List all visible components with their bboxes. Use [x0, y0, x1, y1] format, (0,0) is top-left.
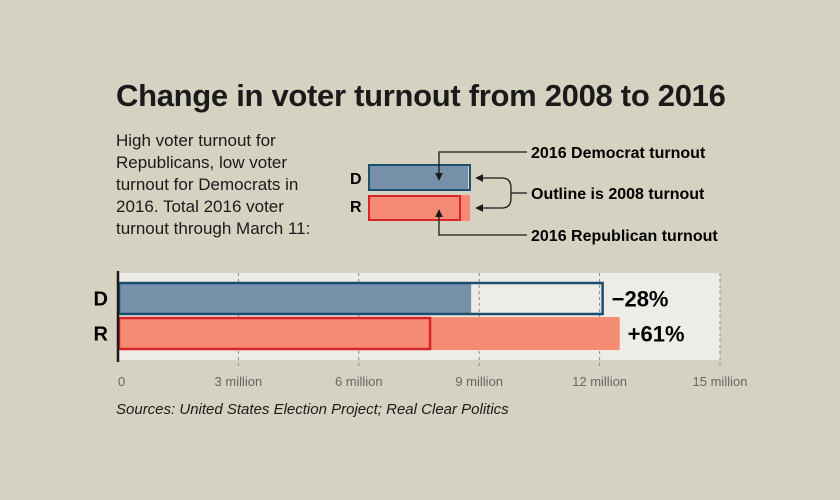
legend-dem-bar-2016: [368, 165, 468, 191]
change-label-d: −28%: [612, 287, 669, 312]
legend-rep-outline-2008: [368, 195, 461, 221]
sources-note: Sources: United States Election Project;…: [116, 401, 509, 418]
legend-row-d-label: D: [350, 171, 362, 188]
change-label-r: +61%: [628, 322, 685, 347]
legend-label-2016-rep: 2016 Republican turnout: [531, 228, 718, 245]
x-tick-label: 15 million: [693, 374, 748, 389]
page-title: Change in voter turnout from 2008 to 201…: [116, 78, 726, 113]
x-tick-label: 6 million: [335, 374, 383, 389]
legend-dem-outline-2008: [368, 164, 471, 191]
x-tick-label: 3 million: [215, 374, 263, 389]
legend-rep-bar-2016: [368, 195, 470, 221]
category-label-d: D: [94, 289, 108, 311]
x-tick-label: 12 million: [572, 374, 627, 389]
category-label-r: R: [94, 324, 109, 346]
legend-label-outline: Outline is 2008 turnout: [531, 186, 705, 203]
legend-label-2016-dem: 2016 Democrat turnout: [531, 145, 706, 162]
legend: D R 2016 Democrat turnout Outline is 200…: [350, 145, 718, 245]
bar-2016-r: [118, 317, 620, 350]
main-bar-chart: DR −28% +61% 0 3 million 6 million 9 million…: [94, 271, 748, 389]
bar-2016-d: [118, 282, 472, 315]
x-tick-label: 9 million: [455, 374, 503, 389]
legend-row-r-label: R: [350, 199, 362, 216]
legend-rep-arrow: [435, 209, 527, 236]
legend-dem-arrow: [435, 151, 527, 181]
x-tick-label: 0: [118, 374, 125, 389]
subtitle: High voter turnout for Republicans, low …: [116, 131, 311, 238]
